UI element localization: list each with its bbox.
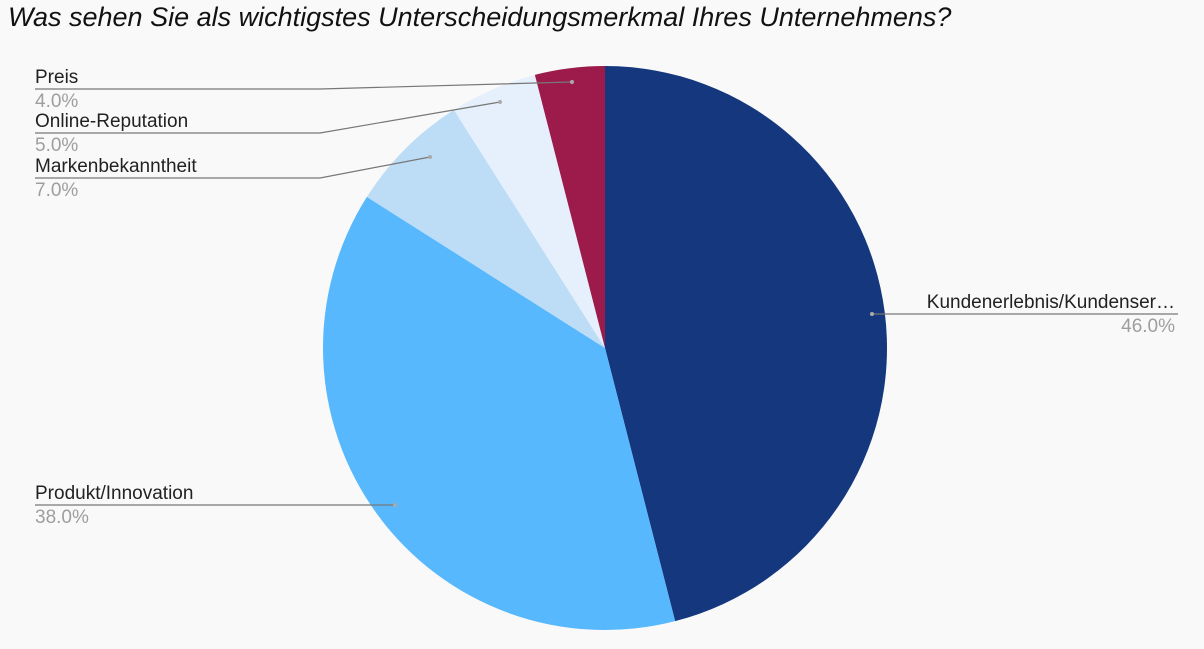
slice-percent-3: 5.0% — [35, 135, 78, 156]
slice-label-0: Kundenerlebnis/Kundenser… — [927, 292, 1175, 313]
pie-slice-0 — [605, 66, 887, 622]
leader-dot-1 — [393, 503, 397, 507]
leader-line-3 — [35, 101, 501, 134]
slice-label-4: Preis — [35, 67, 78, 88]
chart-title: Was sehen Sie als wichtigstes Unterschei… — [8, 2, 952, 32]
leader-dot-2 — [428, 155, 432, 159]
leader-dot-3 — [498, 100, 502, 104]
pie-slice-1 — [323, 196, 676, 630]
leader-line-2 — [35, 156, 431, 179]
slice-percent-1: 38.0% — [35, 507, 89, 528]
slice-label-2: Markenbekanntheit — [35, 156, 197, 177]
leader-dot-4 — [570, 80, 574, 84]
slice-label-3: Online-Reputation — [35, 111, 188, 132]
pie-slice-4 — [534, 66, 605, 348]
pie-slice-3 — [453, 74, 605, 348]
leader-dot-0 — [870, 312, 874, 316]
slice-percent-2: 7.0% — [35, 180, 78, 201]
slice-label-1: Produkt/Innovation — [35, 483, 193, 504]
slice-percent-0: 46.0% — [1121, 316, 1175, 337]
leader-line-4 — [35, 81, 573, 90]
slice-percent-4: 4.0% — [35, 91, 78, 112]
pie-slice-2 — [366, 109, 605, 348]
